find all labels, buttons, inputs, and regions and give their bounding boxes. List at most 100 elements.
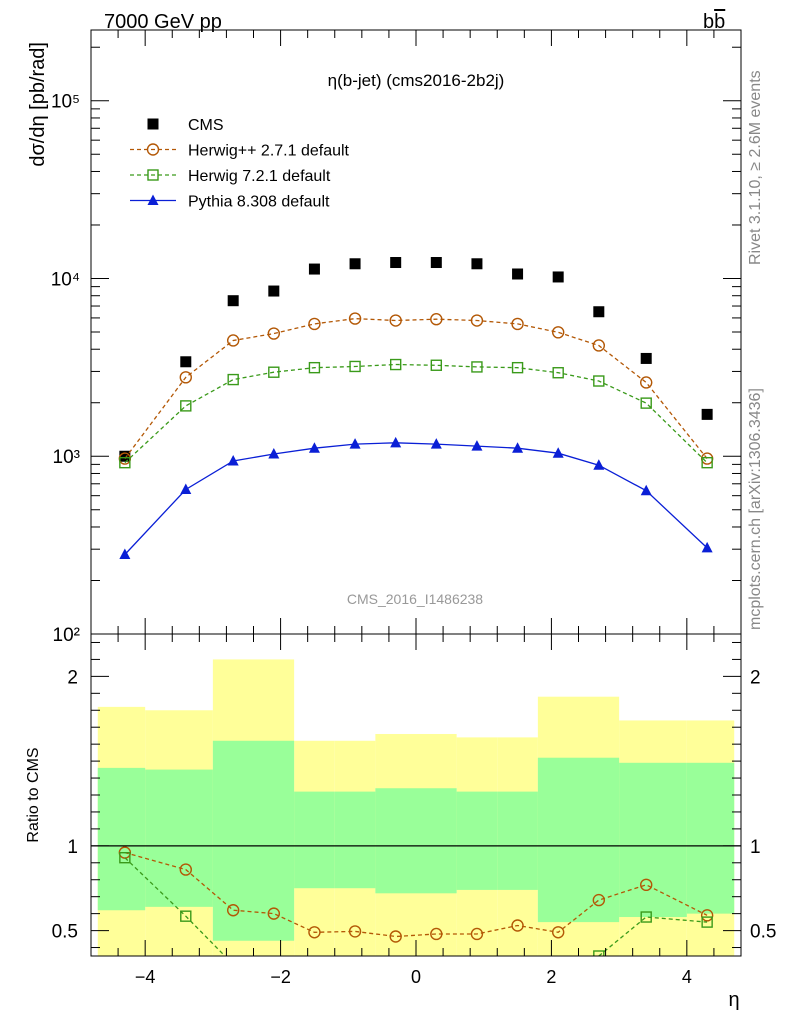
uncertainty-band-inner <box>253 740 295 941</box>
header-process: 7000 GeV pp <box>104 11 222 33</box>
pythia-point <box>430 438 442 449</box>
pythia-point <box>390 436 402 448</box>
pythia-point <box>593 459 605 470</box>
herwig-pp-ratio-point <box>348 925 362 938</box>
herwig-pp-ratio-point <box>389 930 402 943</box>
herwig-pp-ratio-point <box>179 863 192 876</box>
pythia-point <box>268 447 280 459</box>
herwig7-point <box>593 375 605 387</box>
herwig7-point <box>349 360 361 373</box>
herwig7-ratio-point <box>180 910 192 922</box>
cms-point <box>512 268 524 280</box>
pythia-line <box>124 442 708 555</box>
legend-label: Herwig++ 2.7.1 default <box>188 143 350 160</box>
herwig-pp-ratio-point <box>470 927 484 941</box>
herwig-pp-point <box>551 326 565 339</box>
cms-point <box>701 408 713 420</box>
herwig-pp-point <box>179 371 192 384</box>
cms-point <box>640 352 652 364</box>
pythia-point <box>552 447 564 458</box>
legend-label: Herwig 7.2.1 default <box>188 168 331 185</box>
x-tick-label: 2 <box>546 967 556 987</box>
cms-point <box>268 285 280 297</box>
herwig-pp-ratio-point <box>308 926 321 939</box>
pythia-point <box>180 483 192 495</box>
herwig7-point <box>227 373 239 386</box>
watermark: CMS_2016_I1486238 <box>347 591 483 607</box>
legend-label: CMS <box>188 117 224 134</box>
pythia-point <box>640 484 652 496</box>
pythia-point <box>471 440 483 451</box>
y-tick-label: 1 <box>750 837 761 858</box>
herwig7-ratio-point <box>228 959 238 969</box>
uncertainty-band-inner <box>416 788 457 894</box>
herwig-pp-point <box>430 313 443 326</box>
legend-marker <box>147 118 159 130</box>
ratio-panel: −4 −2 0 2 4 0.5 0.5 1 1 2 2 Ratio to CMS η <box>25 633 776 1011</box>
legend: CMS Herwig++ 2.7.1 default Herwig 7.2.1 de… <box>130 117 350 211</box>
herwig7-line <box>124 363 708 464</box>
herwig-pp-point <box>348 312 362 325</box>
herwig-pp-line <box>124 317 708 460</box>
y-axis-label: dσ/dη [pb/rad] <box>27 42 49 167</box>
uncertainty-band-inner <box>456 791 498 890</box>
header-final-state: bb <box>703 11 725 33</box>
x-tick-label: 0 <box>411 967 421 987</box>
cms-point <box>349 258 361 270</box>
herwig7-point <box>640 397 652 409</box>
mcplots-reference-text: mcplots.cern.ch [arXiv:1306.3436] <box>747 388 764 630</box>
herwig7-point <box>552 367 564 379</box>
herwig-pp-ratio-point <box>592 893 606 907</box>
uncertainty-band-inner <box>537 757 579 923</box>
herwig7-point <box>180 400 192 412</box>
pythia-point <box>512 442 524 453</box>
cms-point <box>227 295 239 307</box>
cms-point <box>593 306 605 318</box>
rivet-version-text: Rivet 3.1.10, ≥ 2.6M events <box>747 70 764 265</box>
uncertainty-band-inner <box>334 791 376 889</box>
cms-point <box>308 263 320 275</box>
uncertainty-band-inner <box>578 757 620 923</box>
herwig-pp-point <box>226 334 240 347</box>
herwig-pp-ratio-point <box>430 927 443 941</box>
legend-marker <box>147 194 159 205</box>
main-panel: 10² 10³ 10⁴ 10⁵ η(b-jet) (cms2016-2b2j) CMS… <box>27 29 742 646</box>
herwig7-ratio-point <box>640 911 652 923</box>
herwig-pp-ratio-point <box>551 926 565 939</box>
herwig-pp-point <box>470 314 484 327</box>
herwig-pp-point <box>511 317 524 331</box>
y-tick-label: 10³ <box>53 447 80 468</box>
herwig7-point <box>511 361 524 374</box>
cms-point <box>180 356 192 368</box>
uncertainty-band-inner <box>619 762 687 918</box>
uncertainty-band-inner <box>686 762 735 914</box>
herwig-pp-ratio-point <box>640 878 653 892</box>
y-tick-label: 0.5 <box>750 922 776 943</box>
pythia-point <box>119 548 131 560</box>
uncertainty-band-inner <box>497 791 538 890</box>
y-tick-label: 10⁴ <box>51 269 80 290</box>
legend-marker <box>147 169 159 181</box>
cms-point <box>471 258 483 270</box>
herwig-pp-ratio-point <box>226 904 240 917</box>
x-tick-label: 4 <box>682 967 692 987</box>
uncertainty-band-inner <box>145 769 213 907</box>
herwig7-point <box>430 359 443 371</box>
legend-label: Pythia 8.308 default <box>188 194 330 211</box>
herwig-pp-point <box>267 327 281 340</box>
herwig7-ratio-point <box>119 852 131 864</box>
uncertainty-band-inner <box>375 788 416 894</box>
y-tick-label: 10² <box>53 625 80 646</box>
herwig7-ratio-line <box>124 857 226 956</box>
x-tick-label: −4 <box>135 967 156 987</box>
legend-marker <box>146 143 160 156</box>
cms-point <box>119 450 131 462</box>
herwig-pp-point <box>592 339 606 352</box>
cms-point <box>430 257 442 269</box>
uncertainty-band-inner <box>294 791 335 889</box>
y-tick-label: 0.5 <box>52 922 78 943</box>
pythia-point <box>701 541 713 553</box>
herwig7-point <box>389 358 402 371</box>
herwig7-ratio-point <box>701 916 713 928</box>
